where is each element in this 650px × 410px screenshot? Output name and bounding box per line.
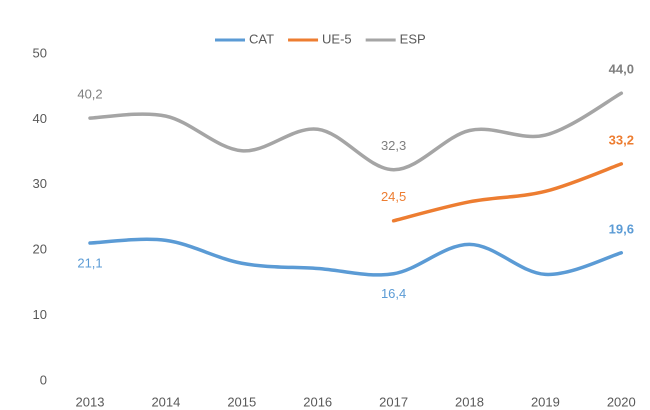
legend-label: CAT [249,31,274,46]
x-tick-label: 2020 [607,394,636,409]
x-tick-label: 2015 [227,394,256,409]
x-tick-label: 2016 [303,394,332,409]
data-label: 33,2 [609,132,634,147]
data-label: 44,0 [609,62,634,77]
y-tick-label: 50 [33,45,47,60]
data-label: 19,6 [609,221,634,236]
series-line [88,91,624,172]
x-tick-label: 2017 [379,394,408,409]
data-label: 24,5 [381,189,406,204]
y-tick-label: 30 [33,176,47,191]
y-tick-label: 0 [40,372,47,387]
x-tick-label: 2019 [531,394,560,409]
y-tick-label: 10 [33,307,47,322]
x-tick-label: 2013 [76,394,105,409]
data-label: 21,1 [77,255,102,270]
y-tick-label: 40 [33,111,47,126]
series-line [88,237,624,277]
data-label: 16,4 [381,286,406,301]
series-line [391,162,624,223]
data-label: 40,2 [77,87,102,102]
legend-label: ESP [400,31,426,46]
x-tick-label: 2018 [455,394,484,409]
y-tick-label: 20 [33,242,47,257]
legend-label: UE-5 [322,31,352,46]
data-label: 32,3 [381,138,406,153]
x-tick-label: 2014 [151,394,180,409]
